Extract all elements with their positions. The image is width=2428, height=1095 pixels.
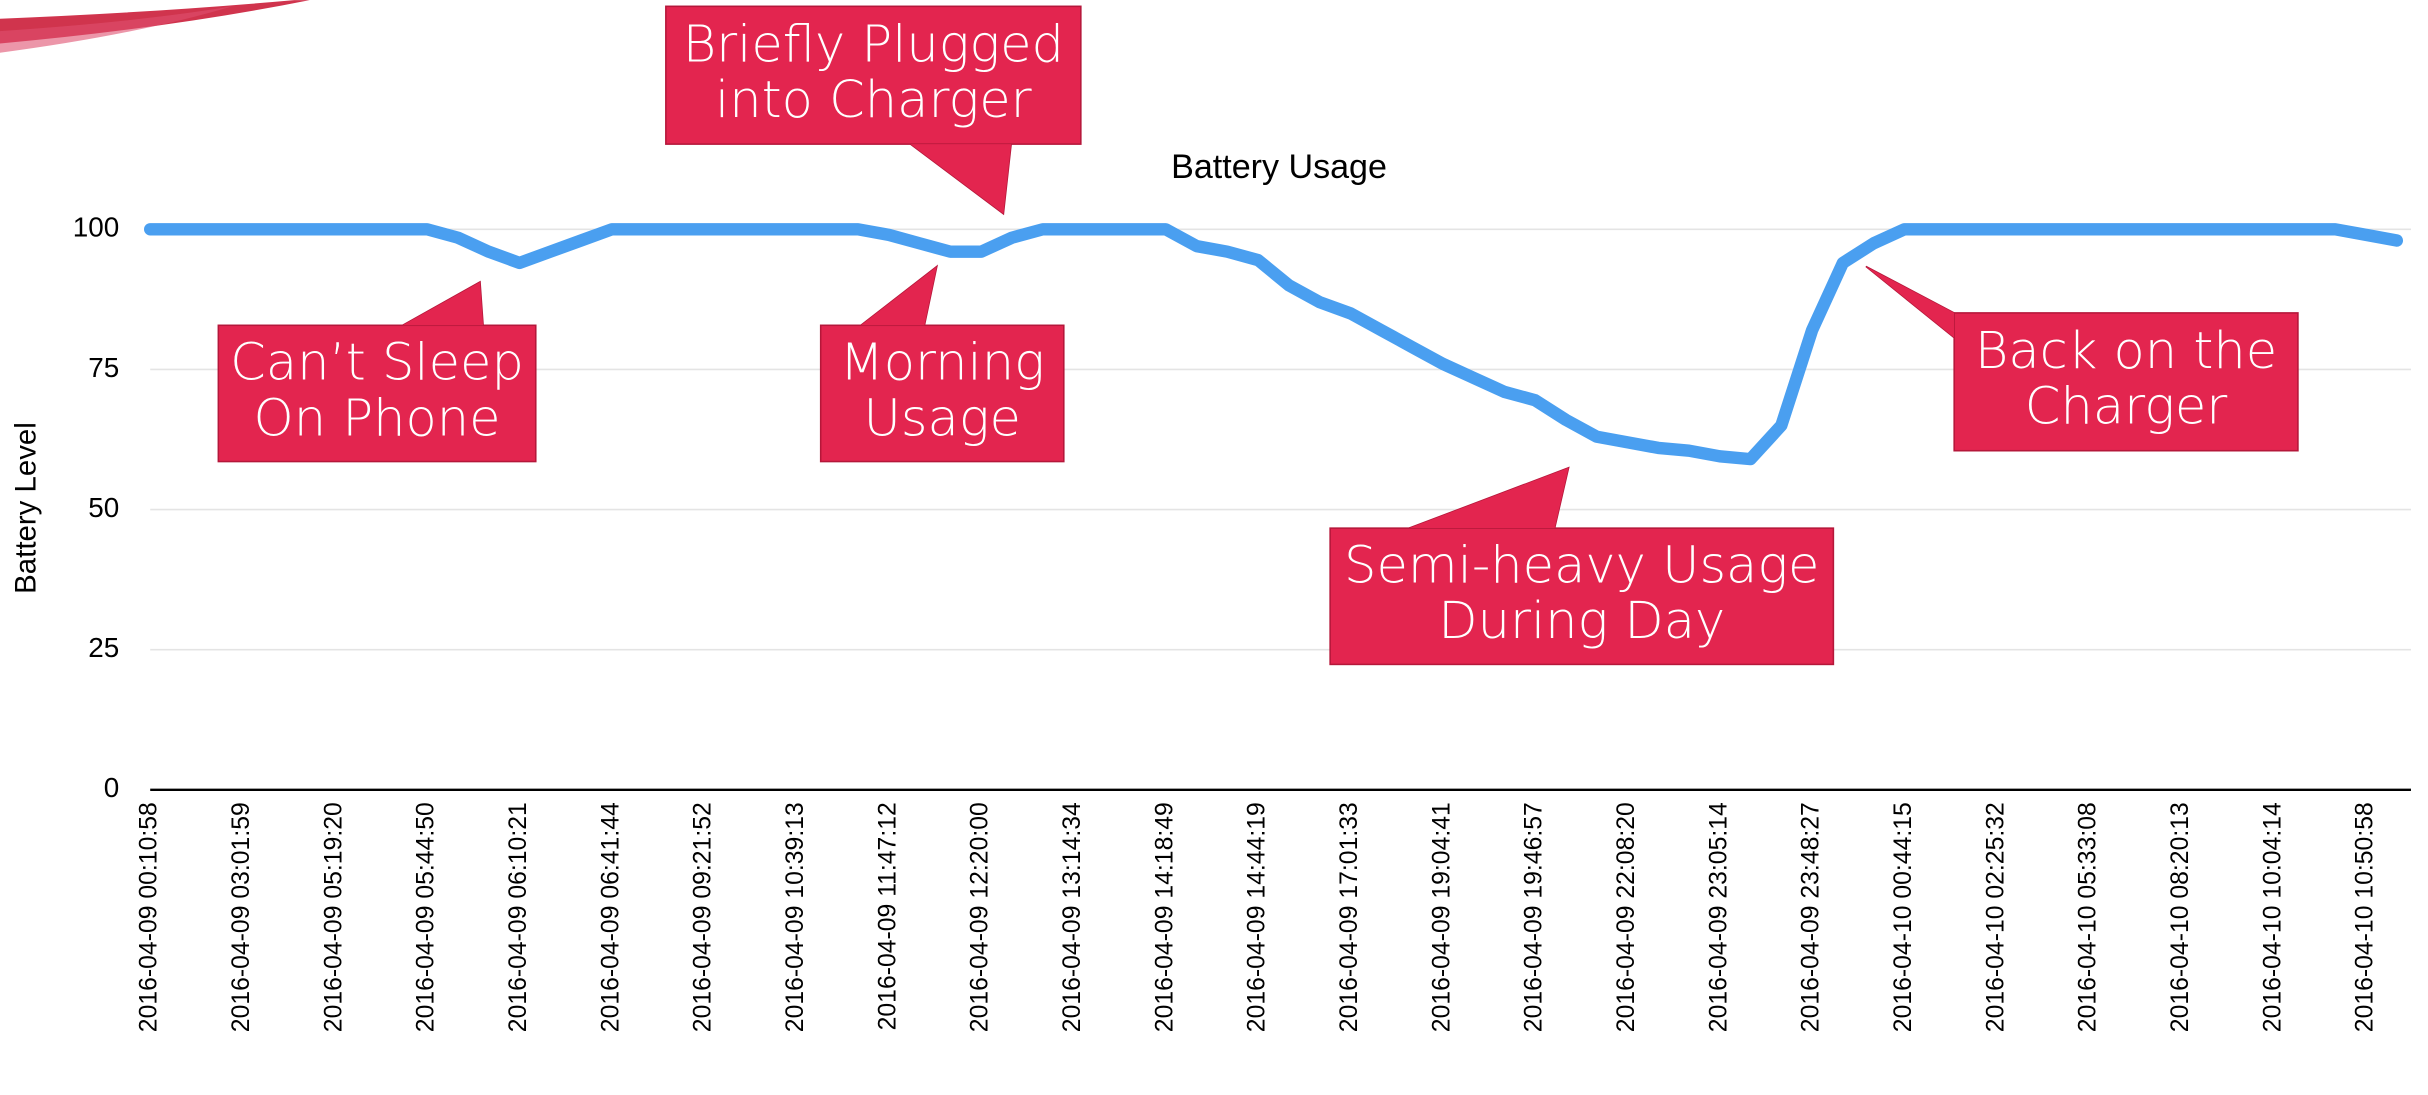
x-tick-label: 2016-04-10 05:33:08 [2075, 802, 2102, 1032]
x-tick-label: 2016-04-10 08:20:13 [2167, 802, 2194, 1032]
callout-join [860, 266, 937, 326]
callout-join [910, 144, 1012, 214]
x-tick-label: 2016-04-09 14:18:49 [1151, 802, 1178, 1032]
y-tick-label: 75 [88, 352, 119, 383]
x-tick-label: 2016-04-09 23:05:14 [1705, 802, 1732, 1032]
x-tick-label: 2016-04-09 03:01:59 [228, 802, 255, 1032]
battery-line [144, 223, 2404, 466]
x-tick-label: 2016-04-09 06:10:21 [505, 802, 532, 1032]
y-tick-label: 100 [73, 212, 119, 243]
x-tick-label: 2016-04-09 22:08:20 [1613, 802, 1640, 1032]
y-axis-label: Battery Level [10, 422, 43, 594]
y-tick-label: 25 [88, 632, 119, 663]
x-tick-label: 2016-04-09 13:14:34 [1059, 802, 1086, 1032]
callout-text: Briefly Plugged [683, 15, 1064, 74]
x-tick-label: 2016-04-09 14:44:19 [1244, 802, 1271, 1032]
x-tick-label: 2016-04-09 05:44:50 [413, 802, 440, 1032]
x-tick-label: 2016-04-10 00:44:15 [1890, 802, 1917, 1032]
x-tick-label: 2016-04-09 06:41:44 [597, 802, 624, 1032]
x-tick-label: 2016-04-09 00:10:58 [136, 802, 163, 1032]
x-tick-label: 2016-04-09 17:01:33 [1336, 802, 1363, 1032]
x-tick-label: 2016-04-09 09:21:52 [690, 802, 717, 1032]
x-tick-label: 2016-04-09 12:20:00 [967, 802, 994, 1032]
chart-title: Battery Usage [1171, 148, 1387, 186]
callout-box [819, 324, 1065, 463]
x-tick-label: 2016-04-10 10:04:14 [2259, 802, 2286, 1032]
x-tick-label: 2016-04-09 10:39:13 [782, 802, 809, 1032]
callout-text: During Day [1438, 592, 1725, 651]
y-tick-label: 50 [88, 492, 119, 523]
callout-box [217, 324, 537, 463]
callout-text: Back on the [1975, 322, 2277, 381]
callout-box [1953, 312, 2299, 452]
callout-box [1329, 527, 1835, 666]
callout-text: Morning [840, 334, 1045, 393]
x-tick-label: 2016-04-09 05:19:20 [320, 802, 347, 1032]
x-tick-label: 2016-04-09 19:04:41 [1428, 802, 1455, 1032]
callout-text: On Phone [254, 389, 501, 448]
callout-text: Can’t Sleep [230, 334, 524, 393]
callout-text: into Charger [715, 71, 1032, 130]
callout-text: Semi-heavy Usage [1344, 536, 1819, 595]
callout-text: Charger [2025, 378, 2228, 437]
x-tick-label: 2016-04-09 23:48:27 [1798, 802, 1825, 1032]
x-tick-label: 2016-04-10 10:50:58 [2352, 802, 2379, 1032]
callout-box [665, 5, 1082, 145]
decor-swoosh [0, 6, 233, 53]
callout-text: Usage [864, 389, 1021, 448]
y-tick-label: 0 [104, 772, 120, 803]
callout-join [402, 281, 484, 326]
x-tick-label: 2016-04-09 11:47:12 [874, 802, 901, 1030]
x-tick-label: 2016-04-09 19:46:57 [1521, 802, 1548, 1032]
x-tick-label: 2016-04-10 02:25:32 [1982, 802, 2009, 1032]
